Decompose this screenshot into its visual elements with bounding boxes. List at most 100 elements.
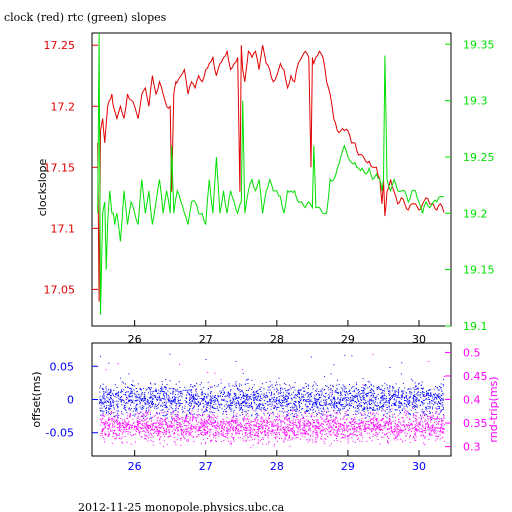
offset-point	[400, 402, 402, 403]
offset-point	[415, 397, 417, 399]
offset-point	[362, 395, 364, 397]
rnd-trip-point	[287, 420, 289, 422]
offset-point	[293, 391, 294, 393]
offset-point	[194, 398, 196, 400]
rnd-trip-point	[120, 427, 121, 428]
top-left-tick-label: 17.2	[51, 100, 76, 113]
offset-point	[295, 412, 297, 414]
rnd-trip-point	[433, 430, 434, 432]
offset-point	[241, 384, 242, 386]
offset-point	[293, 407, 295, 408]
rnd-trip-point	[305, 432, 307, 434]
rnd-trip-point	[341, 424, 343, 426]
offset-point	[121, 391, 123, 392]
rnd-trip-point	[354, 441, 356, 443]
offset-point	[203, 398, 205, 400]
offset-point	[159, 393, 161, 395]
offset-point	[168, 397, 170, 399]
rnd-trip-point	[299, 421, 300, 423]
rnd-trip-point	[146, 412, 148, 414]
offset-point	[119, 391, 121, 393]
rnd-trip-point	[336, 440, 338, 441]
offset-point	[143, 387, 144, 389]
rnd-trip-point	[314, 431, 316, 433]
rnd-trip-point	[140, 421, 142, 423]
rnd-trip-point	[416, 431, 418, 433]
offset-point	[142, 398, 143, 400]
rnd-trip-point	[119, 428, 121, 430]
rnd-trip-point	[321, 434, 323, 436]
rnd-trip-point	[274, 425, 276, 427]
rnd-trip-point	[354, 419, 356, 421]
offset-point	[366, 404, 368, 406]
offset-point	[354, 407, 356, 409]
offset-point	[387, 387, 388, 389]
rnd-trip-point	[171, 423, 173, 424]
rnd-trip-point	[203, 414, 205, 416]
offset-point	[295, 407, 297, 409]
offset-point	[131, 402, 133, 403]
rnd-trip-point	[193, 436, 195, 438]
rnd-trip-point	[429, 421, 431, 423]
rnd-trip-point	[143, 434, 145, 436]
offset-point	[256, 415, 258, 417]
rnd-trip-point	[313, 425, 315, 427]
offset-point	[102, 412, 104, 414]
rnd-trip-point	[236, 424, 238, 426]
rnd-trip-point	[415, 434, 417, 436]
offset-point	[430, 393, 432, 395]
rnd-trip-point	[252, 444, 254, 446]
rnd-trip-point	[125, 424, 127, 426]
rnd-trip-point	[118, 426, 120, 427]
offset-point	[309, 393, 311, 395]
offset-point	[367, 393, 369, 395]
offset-point	[361, 399, 363, 401]
offset-point	[257, 392, 259, 394]
rnd-trip-point	[221, 425, 223, 426]
offset-point	[175, 396, 177, 398]
offset-point	[338, 408, 339, 410]
rnd-trip-point	[216, 424, 217, 426]
offset-point	[394, 394, 396, 396]
offset-point	[386, 409, 388, 411]
rnd-trip-point	[372, 433, 374, 435]
offset-point	[293, 416, 295, 418]
rnd-trip-point	[322, 430, 324, 432]
offset-point	[131, 400, 132, 402]
rnd-trip-point	[254, 438, 255, 440]
rnd-trip-point	[232, 420, 234, 422]
offset-point	[169, 380, 171, 382]
rnd-trip-point	[352, 434, 354, 436]
offset-point	[265, 403, 267, 405]
rnd-trip-point	[137, 412, 139, 414]
offset-point	[251, 402, 252, 404]
rnd-trip-point	[128, 424, 130, 426]
offset-point	[390, 411, 392, 413]
offset-point	[237, 397, 239, 399]
offset-point	[289, 402, 291, 404]
offset-point	[295, 400, 297, 402]
rnd-trip-point	[147, 426, 149, 428]
rnd-trip-point	[435, 439, 436, 441]
rnd-trip-point	[175, 419, 177, 421]
rnd-trip-point	[290, 429, 292, 430]
offset-point	[99, 407, 101, 409]
rnd-trip-point	[214, 372, 216, 374]
rnd-trip-point	[207, 371, 209, 373]
offset-point	[339, 411, 340, 413]
rnd-trip-point	[243, 436, 245, 438]
offset-point	[277, 389, 279, 391]
offset-point	[249, 396, 251, 397]
rnd-trip-point	[430, 427, 432, 429]
offset-point	[134, 415, 136, 417]
offset-point	[345, 397, 347, 399]
rnd-trip-point	[386, 432, 388, 434]
rnd-trip-point	[316, 437, 318, 439]
rnd-trip-point	[152, 424, 154, 426]
rnd-trip-point	[187, 421, 189, 423]
rnd-trip-point	[150, 418, 152, 420]
rnd-trip-point	[376, 435, 378, 437]
offset-point	[155, 388, 157, 390]
rnd-trip-point	[333, 419, 335, 421]
